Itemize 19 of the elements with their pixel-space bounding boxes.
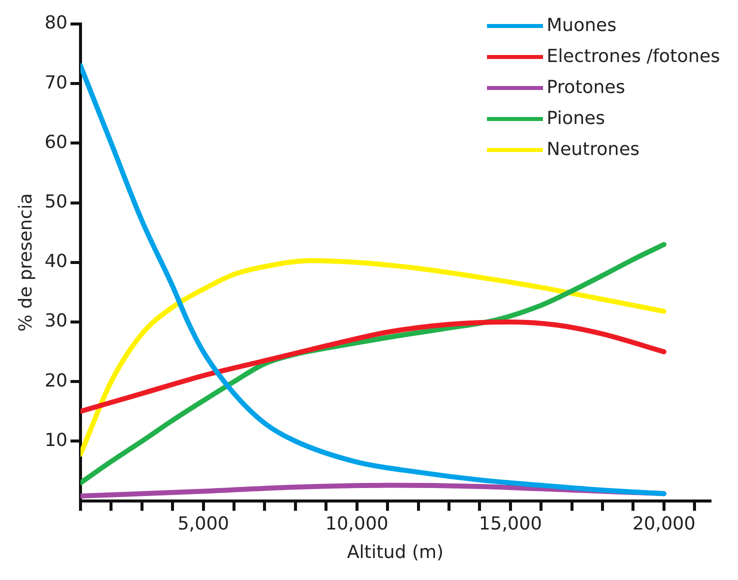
x-tick-label: 20,000 [632,513,696,534]
y-axis-title: % de presencia [15,193,36,332]
y-tick-label: 30 [44,310,68,332]
y-tick-label: 40 [44,251,68,272]
x-axis-title: Altitud (m) [346,542,444,563]
y-tick-label: 60 [44,132,68,153]
legend-label: Protones [546,77,626,98]
legend-label: Electrones /fotones [546,46,720,67]
legend-label: Neutrones [546,139,640,160]
x-tick-label: 15,000 [478,513,542,534]
y-tick-label: 80 [44,12,68,34]
y-tick-label: 20 [44,370,68,392]
legend-label: Piones [546,108,605,129]
legend-label: Muones [546,15,616,36]
y-tick-label: 50 [44,191,68,212]
y-tick-label: 70 [44,72,68,94]
x-tick-label: 10,000 [325,513,388,534]
x-tick-label: 5,000 [178,513,230,534]
y-tick-label: 10 [44,430,68,451]
